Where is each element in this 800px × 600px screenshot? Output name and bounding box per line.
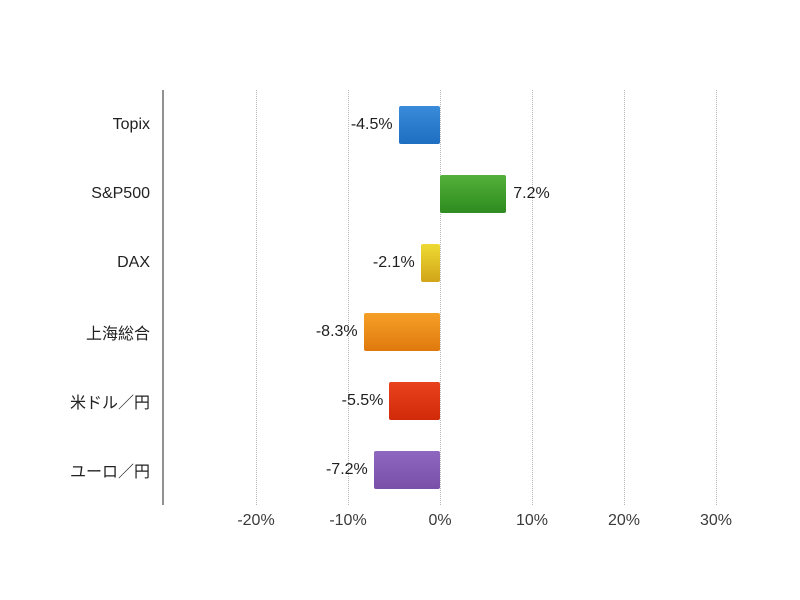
- category-label: S&P500: [91, 184, 150, 202]
- category-label: 上海総合: [85, 326, 150, 344]
- category-label: ユーロ／円: [69, 464, 150, 482]
- bar-1: [398, 105, 440, 144]
- category-label: Topix: [112, 115, 150, 133]
- category-label: DAX: [117, 253, 150, 271]
- gridline-20%: [624, 90, 625, 505]
- gridline--20%: [256, 90, 257, 505]
- gridline-10%: [532, 90, 533, 505]
- category-label: 米ドル／円: [69, 395, 150, 413]
- value-label: -5.5%: [341, 392, 384, 410]
- bar-2: [440, 174, 507, 213]
- x-tick-label: 20%: [607, 512, 641, 529]
- bar-5: [389, 382, 440, 421]
- value-label: -8.3%: [315, 323, 358, 341]
- value-label: 7.2%: [513, 184, 550, 202]
- gridline-0%: [440, 90, 441, 505]
- bar-3: [420, 243, 440, 282]
- x-tick-label: -20%: [237, 512, 275, 529]
- bar-4: [363, 313, 440, 352]
- y-axis-line: [162, 90, 164, 505]
- value-label: -4.5%: [350, 115, 393, 133]
- bar-6: [373, 451, 440, 490]
- x-tick-label: 30%: [699, 512, 733, 529]
- value-label: -7.2%: [325, 461, 368, 479]
- gridline--10%: [348, 90, 349, 505]
- gridline-30%: [716, 90, 717, 505]
- value-label: -2.1%: [372, 253, 415, 271]
- x-tick-label: 0%: [428, 512, 452, 529]
- x-tick-label: 10%: [515, 512, 549, 529]
- x-tick-label: -10%: [329, 512, 367, 529]
